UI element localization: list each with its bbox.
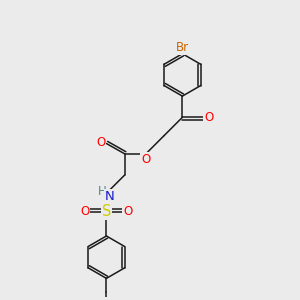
Text: O: O [204,111,214,124]
Text: N: N [105,190,115,203]
Text: O: O [123,205,133,218]
Text: O: O [80,205,90,218]
Text: O: O [96,136,105,148]
Text: O: O [141,153,151,166]
Text: H: H [98,185,106,198]
Text: S: S [102,204,111,219]
Text: Br: Br [176,41,189,54]
